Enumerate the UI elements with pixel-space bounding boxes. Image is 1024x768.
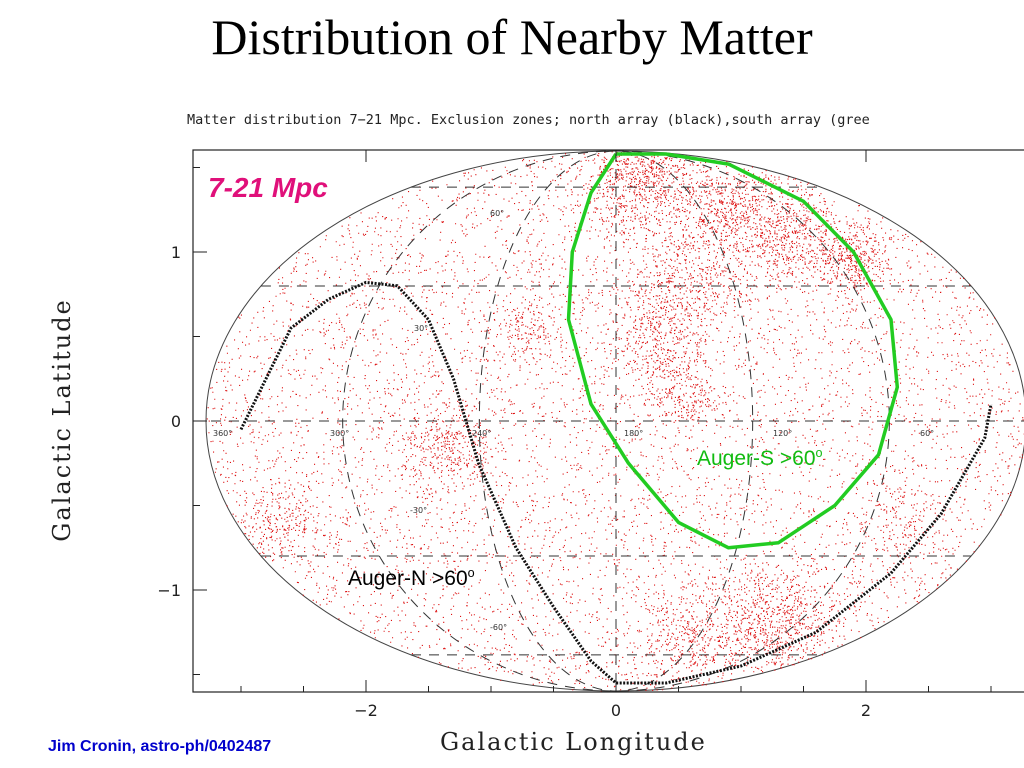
auger-south-text: Auger-S >60 — [697, 447, 816, 470]
auger-north-exclusion-curve — [239, 280, 993, 685]
x-tick-label: 0 — [611, 701, 621, 720]
auger-south-exclusion-curve — [566, 152, 900, 550]
longitude-grid-label: 180° — [624, 429, 643, 438]
longitude-grid-label: 360° — [213, 429, 232, 438]
latitude-grid-label: -30° — [410, 506, 427, 515]
chart-title: Matter distribution 7−21 Mpc. Exclusion … — [187, 112, 870, 128]
y-axis-label: Galactic Latitude — [48, 298, 76, 542]
latitude-grid-label: 30° — [414, 324, 428, 333]
citation-credit: Jim Cronin, astro-ph/0402487 — [48, 738, 272, 755]
y-tick-label: 0 — [171, 412, 181, 431]
longitude-grid-label: 60° — [920, 429, 934, 438]
longitude-grid-label: 300° — [330, 429, 349, 438]
auger-north-label: Auger-N >60o — [348, 566, 475, 591]
degree-mark: o — [467, 566, 475, 580]
x-axis-label: Galactic Longitude — [440, 728, 707, 756]
slide-title: Distribution of Nearby Matter — [211, 9, 813, 65]
auger-south-label: Auger-S >60o — [697, 446, 823, 471]
degree-mark: o — [815, 446, 823, 460]
latitude-grid-label: -60° — [490, 623, 507, 632]
distance-range-label: 7-21 Mpc — [208, 172, 328, 203]
y-tick-label: 1 — [171, 243, 181, 262]
y-tick-label: −1 — [157, 581, 181, 600]
auger-north-text: Auger-N >60 — [348, 567, 468, 590]
x-tick-label: −2 — [354, 701, 378, 720]
longitude-grid-label: 240° — [472, 429, 491, 438]
x-tick-label: 2 — [861, 701, 871, 720]
longitude-grid-label: 120° — [773, 429, 792, 438]
latitude-grid-label: 60° — [490, 209, 504, 218]
